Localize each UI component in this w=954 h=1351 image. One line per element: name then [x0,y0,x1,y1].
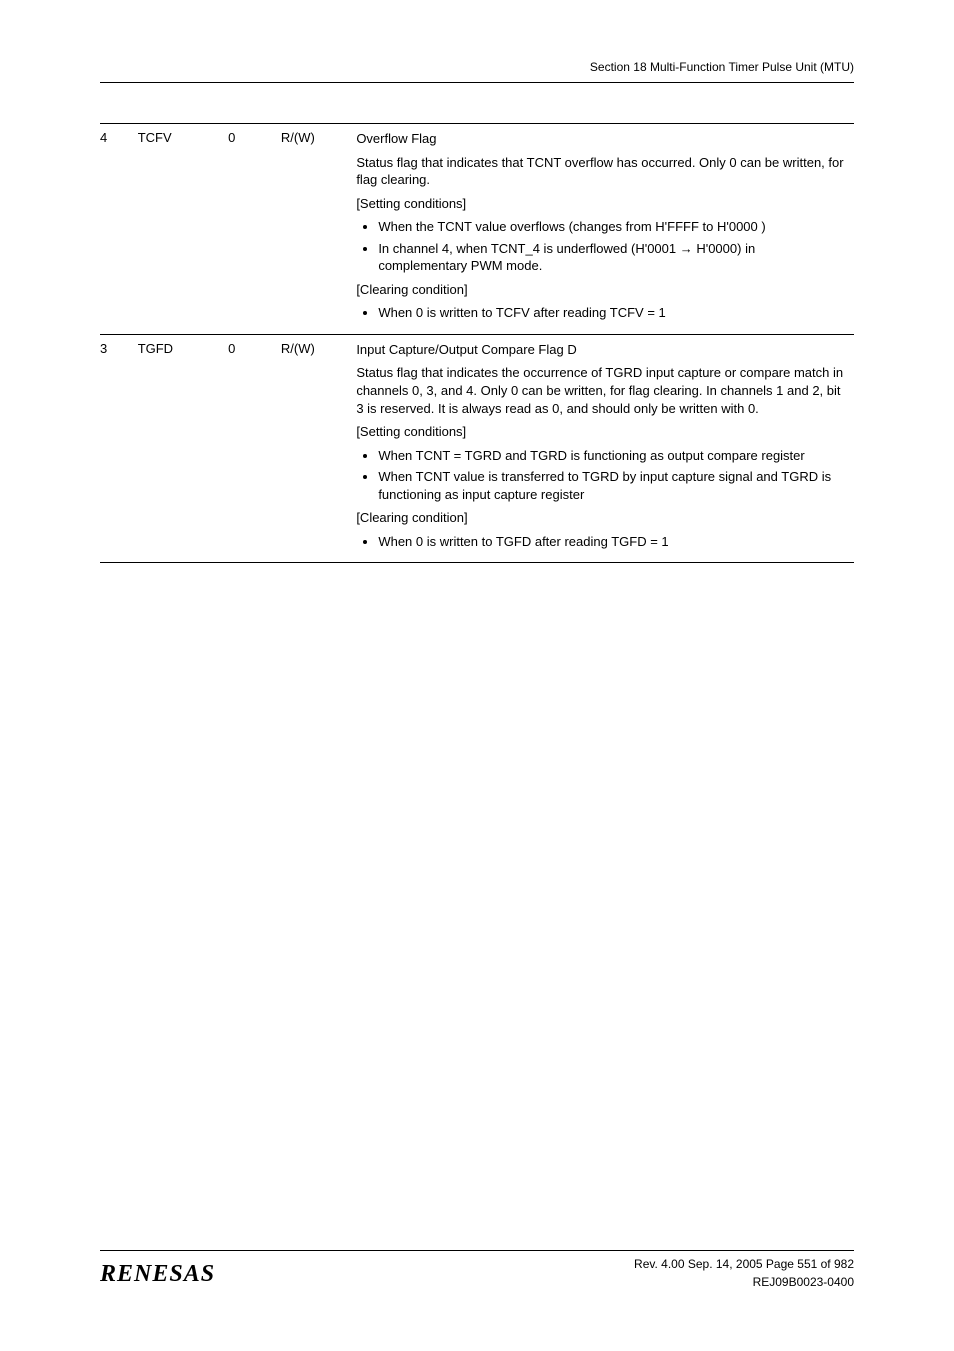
flag-intro: Status flag that indicates that TCNT ove… [356,154,846,189]
initial-cell: 0 [228,124,281,335]
setting-label: [Setting conditions] [356,195,846,213]
section-header: Section 18 Multi-Function Timer Pulse Un… [100,60,854,83]
rw-cell: R/(W) [281,334,356,562]
rev-line: Rev. 4.00 Sep. 14, 2005 Page 551 of 982 [634,1255,854,1273]
desc-cell: Overflow Flag Status flag that indicates… [356,124,854,335]
doc-line: REJ09B0023-0400 [634,1273,854,1291]
bitname-cell: TCFV [138,124,228,335]
footer-right: Rev. 4.00 Sep. 14, 2005 Page 551 of 982 … [634,1255,854,1291]
clearing-list: When 0 is written to TCFV after reading … [356,304,846,322]
footer-row: RENESAS Rev. 4.00 Sep. 14, 2005 Page 551… [100,1255,854,1291]
bit-cell: 4 [100,124,138,335]
flag-intro: Status flag that indicates the occurrenc… [356,364,846,417]
renesas-logo: RENESAS [100,1261,215,1288]
section-title: Section 18 Multi-Function Timer Pulse Un… [590,60,854,74]
rw-cell: R/(W) [281,124,356,335]
table-row: 3 TGFD 0 R/(W) Input Capture/Output Comp… [100,334,854,562]
list-item: When TCNT value is transferred to TGRD b… [378,468,846,503]
footer-rule [100,1250,854,1251]
list-item: When the TCNT value overflows (changes f… [378,218,846,236]
list-item: When TCNT = TGRD and TGRD is functioning… [378,447,846,465]
list-item: In channel 4, when TCNT_4 is underflowed… [378,240,846,275]
setting-list: When TCNT = TGRD and TGRD is functioning… [356,447,846,504]
flag-title: Input Capture/Output Compare Flag D [356,341,846,359]
page-footer: RENESAS Rev. 4.00 Sep. 14, 2005 Page 551… [100,1250,854,1291]
bitname-cell: TGFD [138,334,228,562]
table-row: 4 TCFV 0 R/(W) Overflow Flag Status flag… [100,124,854,335]
flag-title: Overflow Flag [356,130,846,148]
setting-label: [Setting conditions] [356,423,846,441]
desc-cell: Input Capture/Output Compare Flag D Stat… [356,334,854,562]
clearing-label: [Clearing condition] [356,281,846,299]
list-item: When 0 is written to TGFD after reading … [378,533,846,551]
setting-list: When the TCNT value overflows (changes f… [356,218,846,275]
list-item: When 0 is written to TCFV after reading … [378,304,846,322]
clearing-list: When 0 is written to TGFD after reading … [356,533,846,551]
clearing-label: [Clearing condition] [356,509,846,527]
initial-cell: 0 [228,334,281,562]
bit-cell: 3 [100,334,138,562]
register-table: 4 TCFV 0 R/(W) Overflow Flag Status flag… [100,123,854,563]
